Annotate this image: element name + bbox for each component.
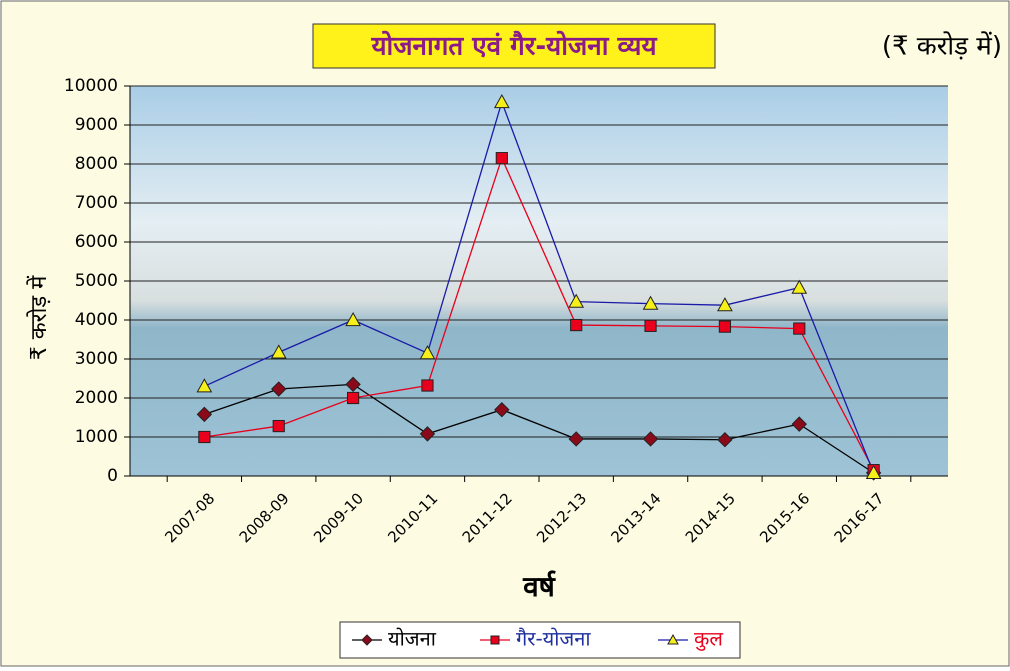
- y-axis-label: ₹ करोड़ में: [26, 275, 52, 360]
- legend-label: गैर-योजना: [516, 627, 591, 651]
- y-tick-label: 7000: [75, 193, 118, 213]
- data-point: [199, 431, 210, 442]
- unit-note: (₹ करोड़ में): [882, 31, 1002, 62]
- y-tick-label: 6000: [75, 232, 118, 252]
- x-axis-label: वर्ष: [522, 570, 557, 603]
- y-tick-label: 4000: [75, 310, 118, 330]
- data-point: [719, 321, 730, 332]
- y-tick-label: 1000: [75, 427, 118, 447]
- data-point: [645, 320, 656, 331]
- legend-label: योजना: [388, 627, 437, 651]
- y-tick-label: 10000: [64, 76, 118, 96]
- y-tick-label: 8000: [75, 154, 118, 174]
- y-tick-label: 5000: [75, 271, 118, 291]
- data-point: [347, 392, 358, 403]
- chart: योजनागत एवं गैर-योजना व्यय (₹ करोड़ में)…: [0, 0, 1010, 667]
- y-tick-label: 3000: [75, 349, 118, 369]
- page: योजनागत एवं गैर-योजना व्यय (₹ करोड़ में)…: [0, 0, 1010, 671]
- data-point: [273, 420, 284, 431]
- y-tick-label: 2000: [75, 388, 118, 408]
- data-point: [496, 153, 507, 164]
- data-point: [422, 380, 433, 391]
- legend-marker: [491, 636, 499, 644]
- data-point: [794, 323, 805, 334]
- y-tick-label: 0: [107, 466, 118, 486]
- legend-label: कुल: [694, 627, 723, 652]
- data-point: [571, 319, 582, 330]
- y-tick-label: 9000: [75, 115, 118, 135]
- chart-title: योजनागत एवं गैर-योजना व्यय: [370, 31, 657, 62]
